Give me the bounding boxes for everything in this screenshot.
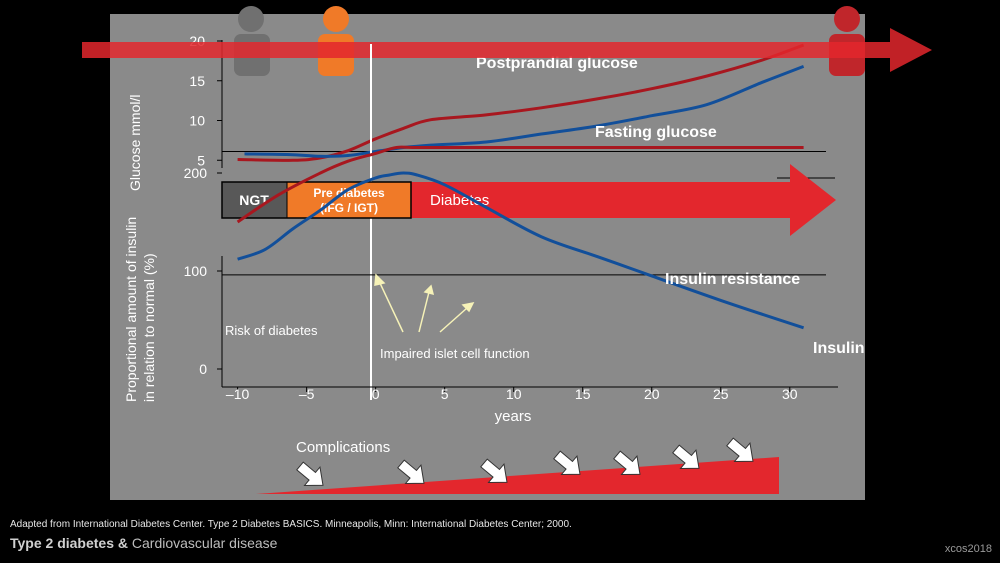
complication-arrow-icon: [613, 450, 641, 475]
x-tick-label: 10: [506, 386, 522, 402]
x-tick-label: 5: [441, 386, 449, 402]
complication-arrow-icon: [296, 461, 324, 486]
stage-bar: NGT Pre diabetes (IFG / IGT) Diabetes: [221, 164, 836, 236]
insulin-chart: 0 100 200 –10 –5 0 5 10 15 20 25 30 Insulin resist…: [123, 145, 865, 425]
source-citation: Adapted from International Diabetes Cent…: [10, 519, 572, 530]
chart-panel: [110, 14, 865, 500]
insulin-y-tick-label: 100: [184, 263, 208, 279]
postprandial-glucose-label: Postprandial glucose: [476, 55, 638, 72]
slide-footer-title: Type 2 diabetes & Cardiovascular disease: [10, 535, 278, 551]
x-tick-label: 20: [644, 386, 660, 402]
insulin-y-tick-label: 0: [199, 361, 207, 377]
risk-of-diabetes-label: Risk of diabetes: [225, 323, 318, 338]
x-tick-label: 25: [713, 386, 729, 402]
glucose-y-tick-label: 15: [189, 73, 205, 89]
stage-outline: [221, 181, 412, 219]
insulin-curve: [237, 171, 805, 330]
progression-arrow-icon: [82, 28, 932, 72]
complications-wedge: [256, 457, 779, 494]
insulin-resistance-label: Insulin resistance: [665, 271, 800, 288]
complications-label: Complications: [296, 439, 390, 456]
complication-arrow-icon: [397, 459, 425, 484]
complication-arrow-icon: [553, 450, 581, 475]
complications-section: Complications: [256, 437, 779, 494]
insulin-y-tick-label: 200: [184, 165, 208, 181]
x-tick-label: 15: [575, 386, 591, 402]
insulin-y-axis-label: Proportional amount of insulin in relati…: [123, 213, 157, 402]
x-tick-label: 0: [372, 386, 380, 402]
person-red-icon: [829, 6, 865, 76]
islet-pointer-arrows: [374, 273, 475, 333]
complication-arrow-icon: [726, 437, 754, 462]
x-tick-label: 30: [782, 386, 798, 402]
complication-arrow-icon: [672, 444, 700, 469]
stage-diabetes-label: Diabetes: [430, 192, 489, 209]
glucose-y-axis-label: Glucose mmol/l: [127, 95, 143, 191]
stage-prediabetes-label: Pre diabetes: [313, 186, 385, 200]
stage-prediabetes-sublabel: (IFG / IGT): [320, 201, 378, 215]
person-orange-icon: [318, 6, 354, 76]
fasting-glucose-curve: [244, 65, 805, 158]
insulin-resistance-curve: [236, 145, 804, 224]
complication-arrow-icon: [480, 458, 508, 483]
fasting-glucose-label: Fasting glucose: [595, 124, 717, 141]
stage-ngt-label: NGT: [239, 192, 269, 208]
glucose-y-tick-label: 5: [197, 152, 205, 168]
insulin-label: Insulin: [813, 340, 865, 357]
x-tick-label: –10: [226, 386, 250, 402]
complication-arrows: [296, 437, 754, 486]
glucose-y-tick-label: 10: [189, 113, 205, 129]
x-axis-label: years: [495, 408, 532, 425]
brand-tag: xcos2018: [944, 543, 992, 555]
x-tick-label: –5: [299, 386, 315, 402]
impaired-islet-label: Impaired islet cell function: [380, 346, 530, 361]
